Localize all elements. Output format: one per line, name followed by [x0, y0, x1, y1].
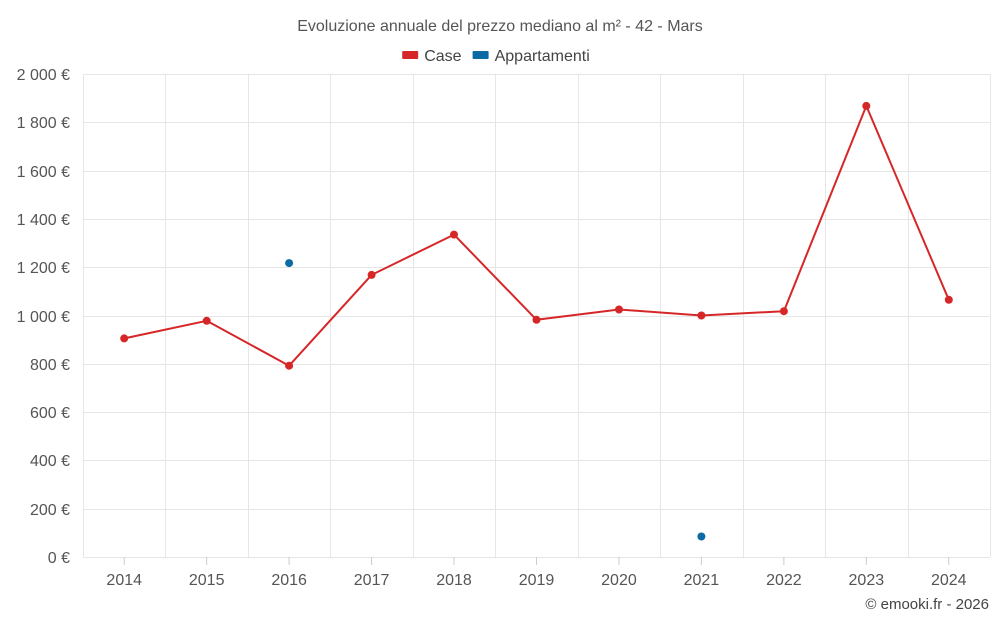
data-point-case: [697, 311, 706, 320]
y-tick-label: 800 €: [30, 357, 70, 374]
y-tick-label: 400 €: [30, 453, 70, 470]
y-axis: 0 € 200 € 400 € 600 € 800 € 1 000 € 1 200 € 1 4…: [17, 67, 70, 567]
data-point-case: [862, 101, 871, 110]
data-point-case: [120, 334, 129, 343]
data-point-case: [779, 307, 788, 316]
data-point-case: [944, 295, 953, 304]
data-point-case: [450, 230, 458, 239]
x-tick-label: 2019: [519, 572, 555, 589]
x-tick-label: 2021: [684, 572, 720, 589]
legend-swatch-appartamenti: [472, 51, 489, 59]
chart-title: Evoluzione annuale del prezzo mediano al…: [297, 18, 703, 35]
y-tick-label: 2 000 €: [17, 67, 70, 84]
credit-text: © emooki.fr - 2026: [865, 596, 989, 613]
data-point-appartamenti: [697, 532, 706, 541]
y-tick-label: 1 800 €: [17, 115, 70, 132]
series-appartamenti: [285, 259, 706, 541]
y-tick-label: 0 €: [48, 550, 70, 567]
data-point-case: [202, 316, 211, 325]
x-tick-label: 2018: [436, 572, 472, 589]
y-tick-label: 1 200 €: [17, 260, 70, 277]
x-tick-label: 2015: [189, 572, 225, 589]
series-layer: [120, 101, 953, 541]
x-tick-label: 2024: [931, 572, 967, 589]
y-tick-label: 600 €: [30, 405, 70, 422]
data-point-appartamenti: [285, 259, 294, 268]
x-tick-label: 2023: [849, 572, 885, 589]
legend-label-appartamenti: Appartamenti: [495, 48, 590, 65]
y-tick-label: 1 400 €: [17, 212, 70, 229]
x-axis: 2014 2015 2016 2017 2018 2019 2020 2021 2022 2023…: [106, 557, 967, 589]
y-tick-label: 200 €: [30, 502, 70, 519]
data-point-case: [532, 315, 541, 324]
x-tick-label: 2020: [601, 572, 637, 589]
series-case: [120, 101, 953, 370]
x-tick-label: 2014: [106, 572, 142, 589]
grid: [83, 74, 991, 558]
legend-label-case: Case: [424, 48, 461, 65]
x-tick-label: 2017: [354, 572, 390, 589]
data-point-case: [615, 305, 623, 314]
y-tick-label: 1 600 €: [17, 164, 70, 181]
data-point-case: [285, 361, 294, 370]
legend: Case Appartamenti: [402, 48, 590, 65]
y-tick-label: 1 000 €: [17, 309, 70, 326]
x-tick-label: 2022: [766, 572, 802, 589]
legend-swatch-case: [402, 51, 419, 59]
data-point-case: [367, 270, 376, 279]
x-tick-label: 2016: [271, 572, 307, 589]
